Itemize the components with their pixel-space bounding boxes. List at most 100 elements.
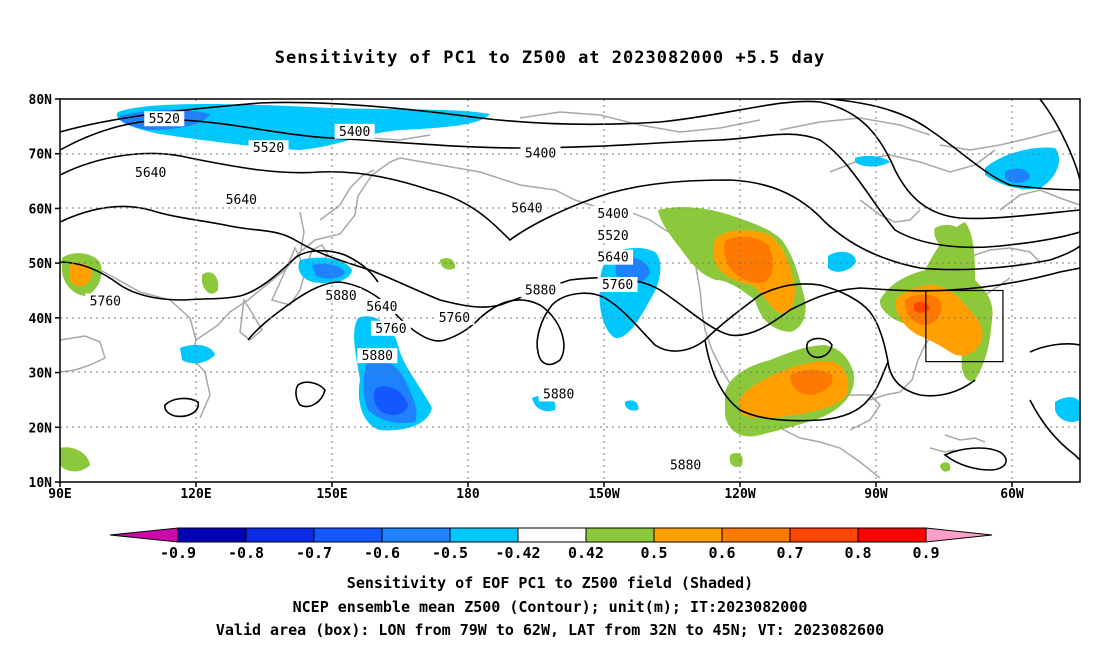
map-title: Sensitivity of PC1 to Z500 at 2023082000… (274, 48, 826, 68)
footer-line-3: Valid area (box): LON from 79W to 62W, L… (215, 621, 885, 639)
contour-label: 5760 (90, 294, 121, 309)
colorbar-swatch (177, 527, 247, 543)
colorbar-label: 0.9 (912, 544, 939, 562)
contour-label-bg (361, 298, 402, 314)
lon-label: 150E (316, 487, 347, 502)
contour-label-bg (85, 293, 126, 309)
contour-label-bg (434, 309, 475, 325)
contour-label-bg (506, 200, 547, 216)
colorbar-swatch (381, 527, 451, 543)
shade-neg-labrador-core (1005, 168, 1030, 183)
contour-label: 5760 (375, 322, 406, 337)
shade-neg-atlantic (1055, 397, 1080, 422)
contour-5400 (60, 100, 1080, 220)
contour-label-bg (665, 457, 706, 473)
contour-5640 (60, 152, 1080, 271)
contour-label-bg (593, 227, 634, 243)
colorbar-label: 0.5 (640, 544, 667, 562)
contour-label: 5880 (670, 459, 701, 474)
contour-label: 5520 (597, 229, 628, 244)
shade-pos-small-3 (440, 257, 456, 270)
contour-label: 5880 (543, 387, 574, 402)
footer-line-1: Sensitivity of EOF PC1 to Z500 field (Sh… (346, 574, 754, 592)
colorbar-swatch (245, 527, 315, 543)
shade-neg-arctic (116, 104, 490, 150)
shade-neg-kuroshio-core (374, 386, 408, 416)
graticule (60, 99, 1080, 482)
colorbar-swatch (721, 527, 791, 543)
footer-line-2: NCEP ensemble mean Z500 (Contour); unit(… (292, 598, 808, 616)
colorbar-swatch (449, 527, 519, 543)
contour-label-bg (144, 111, 185, 127)
shade-pos-rockies-core (723, 236, 773, 283)
colorbar-label: 0.8 (844, 544, 871, 562)
colorbar-swatch (789, 527, 859, 543)
lat-label: 30N (29, 367, 53, 382)
contour-5400c (1039, 99, 1080, 181)
colorbar-low-triangle (109, 527, 179, 543)
colorbar-label: 0.7 (776, 544, 803, 562)
lat-label: 70N (29, 148, 53, 163)
colorbar: -0.9 -0.8 -0.7 -0.6 -0.5 -0.42 0.42 0.5 0.6 0.7 0.… (109, 527, 993, 562)
shade-neg-japan-core (312, 263, 345, 279)
contour-label-bg (221, 192, 262, 208)
lon-label: 90E (48, 487, 71, 502)
contour-label-bg (334, 123, 375, 139)
contour-labels: 5520 5400 5520 5640 5640 5760 5880 5640 5760 5880… (85, 111, 706, 474)
colorbar-swatch (313, 527, 383, 543)
contour-label-bg (370, 320, 411, 336)
contour-label: 5880 (362, 349, 393, 364)
sensitivity-shading (60, 104, 1080, 472)
contour-label: 5880 (325, 289, 356, 304)
contour-label: 5640 (135, 166, 166, 181)
shade-neg-small-5 (855, 155, 890, 167)
map-frame (59, 98, 1081, 483)
valid-area-box (925, 289, 1004, 363)
contour-5880-loop5 (1029, 343, 1080, 353)
lon-label: 180 (456, 487, 480, 502)
contour-5880-east (704, 283, 976, 397)
colorbar-label: -0.9 (160, 544, 196, 562)
shade-neg-small-3 (624, 400, 639, 411)
contour-label-bg (248, 140, 289, 156)
shade-pos-quebec (934, 224, 965, 247)
contour-label: 5760 (439, 311, 470, 326)
shade-neg-small-4 (828, 251, 856, 272)
contour-label-bg (520, 145, 561, 161)
shade-neg-labrador (985, 147, 1060, 190)
colorbar-label: 0.6 (708, 544, 735, 562)
contour-label: 5640 (511, 201, 542, 216)
contour-label: 5520 (253, 141, 284, 156)
contour-label-bg (520, 282, 561, 298)
contour-5880-mid (247, 281, 706, 366)
shade-pos-small-1 (202, 272, 219, 294)
contour-5400b (829, 99, 1080, 191)
contour-label-bg (538, 386, 579, 402)
contour-label: 5400 (339, 125, 370, 140)
lat-label: 60N (29, 202, 53, 217)
contour-5880-west (60, 249, 379, 301)
contour-label: 5520 (149, 112, 180, 127)
lat-label: 50N (29, 257, 53, 272)
contour-5880-south (704, 339, 889, 422)
shade-pos-mexico-small (729, 453, 743, 467)
map-content: 5520 5400 5520 5640 5640 5760 5880 5640 5760 5880… (60, 99, 1080, 482)
colorbar-swatch (653, 527, 723, 543)
contour-5880-loop2 (164, 397, 199, 418)
contour-label: 5400 (597, 207, 628, 222)
lat-label: 40N (29, 312, 53, 327)
contour-label-bg (597, 277, 638, 293)
lon-label: 150W (588, 487, 619, 502)
colorbar-swatch (585, 527, 655, 543)
contour-label: 5640 (597, 251, 628, 266)
contour-5880-loop4 (943, 447, 1007, 471)
colorbar-swatch (517, 527, 587, 543)
shade-pos-caribbean (940, 462, 951, 472)
contour-label-bg (130, 164, 171, 180)
lon-label: 120W (724, 487, 755, 502)
colorbar-label: -0.42 (495, 544, 540, 562)
contour-label: 5760 (602, 278, 633, 293)
shade-pos-india-core (70, 263, 92, 287)
contour-label: 5880 (525, 284, 556, 299)
